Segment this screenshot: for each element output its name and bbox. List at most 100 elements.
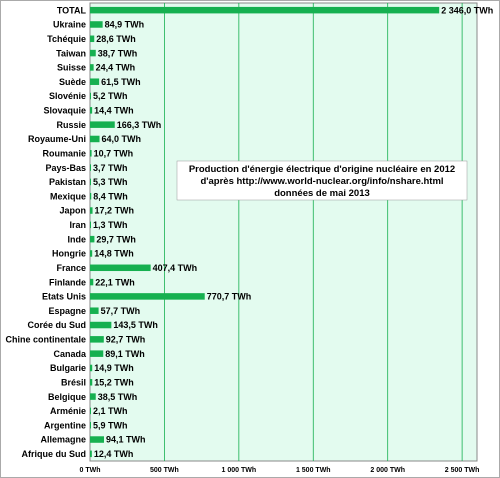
category-label: Afrique du Sud: [22, 449, 87, 459]
data-label: 5,2 TWh: [93, 91, 128, 101]
category-label: Finlande: [49, 277, 86, 287]
bar: [90, 450, 92, 458]
bar: [90, 293, 205, 300]
plot-area: [89, 2, 478, 462]
bar: [90, 350, 104, 357]
category-label: Japon: [59, 206, 86, 216]
category-label: Suisse: [57, 63, 86, 73]
data-label: 29,7 TWh: [96, 234, 136, 244]
data-label: 14,8 TWh: [94, 249, 134, 259]
category-label: Royaume-Uni: [28, 134, 86, 144]
category-label: Espagne: [48, 306, 86, 316]
data-label: 10,7 TWh: [94, 148, 134, 158]
bar: [90, 121, 115, 128]
annotation-box: Production d'énergie électrique d'origin…: [176, 160, 468, 201]
data-label: 2 346,0 TWh: [441, 5, 493, 15]
category-label: Corée du Sud: [27, 320, 86, 330]
bar: [90, 78, 100, 85]
category-label: Slovaquie: [43, 106, 86, 116]
x-tick-label: 1 000 TWh: [222, 467, 257, 474]
category-label: Brésil: [61, 377, 86, 387]
data-label: 166,3 TWh: [117, 120, 162, 130]
data-label: 5,9 TWh: [93, 420, 128, 430]
data-label: 770,7 TWh: [207, 292, 252, 302]
grid-lines: [164, 3, 463, 461]
bar: [90, 207, 93, 214]
bar: [90, 92, 91, 100]
category-labels: TOTAL Ukraine Tchéquie Taiwan Suisse Suède Slo…: [5, 5, 87, 459]
bar: [90, 436, 105, 443]
category-label: Mexique: [50, 191, 86, 201]
bar: [90, 364, 93, 372]
data-label: 92,7 TWh: [106, 335, 146, 345]
annotation-background: [176, 160, 468, 201]
data-label: 17,2 TWh: [95, 206, 135, 216]
data-label: 143,5 TWh: [113, 320, 158, 330]
bar: [90, 336, 104, 343]
category-label: Ukraine: [53, 20, 86, 30]
category-label: Allemagne: [40, 435, 86, 445]
bar: [90, 393, 96, 400]
bar: [90, 150, 92, 157]
data-label: 38,7 TWh: [98, 48, 138, 58]
bar: [90, 379, 93, 386]
data-label: 407,4 TWh: [153, 263, 198, 273]
category-label: Roumanie: [42, 148, 86, 158]
data-label: 2,1 TWh: [93, 406, 128, 416]
bar: [90, 35, 95, 43]
data-label: 57,7 TWh: [101, 306, 141, 316]
category-label: Bulgarie: [50, 363, 86, 373]
category-label: Argentine: [44, 420, 86, 430]
annotation-line: Production d'énergie électrique d'origin…: [189, 164, 455, 175]
data-label: 22,1 TWh: [95, 277, 135, 287]
category-label: Slovénie: [49, 91, 86, 101]
x-tick-label: 0 TWh: [80, 467, 101, 474]
category-label: Hongrie: [52, 249, 86, 259]
bar: [90, 49, 96, 57]
value-labels: 2 346,0 TWh 84,9 TWh 28,6 TWh 38,7 TWh 24,4 …: [93, 5, 493, 459]
data-label: 12,4 TWh: [94, 449, 134, 459]
data-label: 89,1 TWh: [105, 349, 145, 359]
category-label: TOTAL: [57, 5, 87, 15]
category-label: Etats Unis: [42, 292, 86, 302]
data-label: 14,4 TWh: [94, 106, 134, 116]
data-label: 61,5 TWh: [101, 77, 141, 87]
category-label: Iran: [69, 220, 86, 230]
bar: [90, 407, 91, 415]
data-label: 94,1 TWh: [106, 435, 146, 445]
x-tick-label: 2 500 TWh: [445, 467, 480, 474]
category-label: Tchéquie: [47, 34, 86, 44]
category-label: Canada: [53, 349, 87, 359]
bar: [90, 264, 151, 272]
category-label: Arménie: [50, 406, 86, 416]
bar: [90, 421, 91, 429]
category-label: Russie: [56, 120, 86, 130]
x-tick-label: 500 TWh: [150, 467, 179, 474]
x-tick-label: 2 000 TWh: [370, 467, 405, 474]
data-label: 38,5 TWh: [98, 392, 138, 402]
data-label: 1,3 TWh: [93, 220, 128, 230]
category-label: Chine continentale: [5, 335, 86, 345]
category-label: Suède: [59, 77, 86, 87]
bar: [90, 278, 94, 286]
bar: [90, 164, 91, 171]
bar: [90, 178, 91, 186]
bar: [90, 307, 99, 314]
bar: [90, 250, 93, 257]
data-label: 5,3 TWh: [93, 177, 128, 187]
category-label: Pakistan: [49, 177, 86, 187]
data-label: 3,7 TWh: [93, 163, 128, 173]
bar: [90, 6, 440, 14]
data-label: 84,9 TWh: [105, 20, 145, 30]
data-label: 8,4 TWh: [93, 191, 128, 201]
bar: [90, 321, 112, 329]
bar: [90, 135, 100, 143]
bar: [90, 221, 91, 229]
bar: [90, 64, 94, 71]
data-label: 28,6 TWh: [96, 34, 136, 44]
data-label: 15,2 TWh: [94, 377, 134, 387]
bar: [90, 21, 103, 28]
data-label: 14,9 TWh: [94, 363, 134, 373]
x-tick-labels: 0 TWh 500 TWh 1 000 TWh 1 500 TWh 2 000 TWh 2…: [80, 467, 480, 474]
